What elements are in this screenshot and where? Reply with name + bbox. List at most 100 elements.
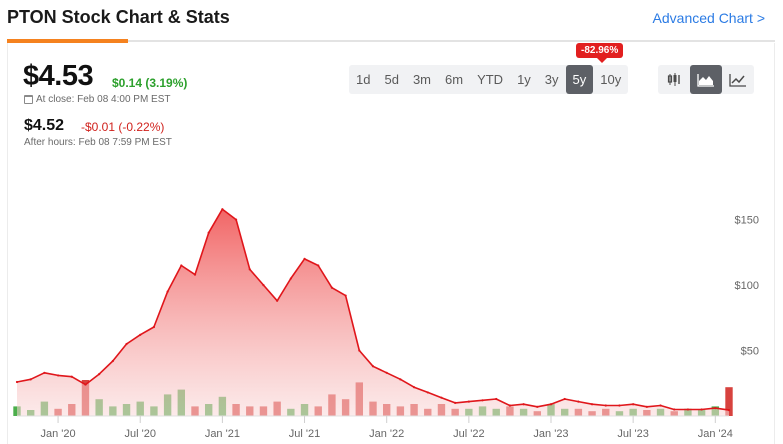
range-1y[interactable]: 1y: [517, 72, 531, 87]
x-tick-label: Jan '20: [41, 428, 76, 440]
price-point: [221, 208, 224, 211]
candlestick-chart-button[interactable]: [658, 65, 690, 94]
x-tick-label: Jan '24: [698, 428, 733, 440]
price-point: [330, 286, 334, 289]
price-point: [70, 375, 73, 378]
performance-badge: -82.96%: [576, 43, 624, 58]
close-time-label: At close: Feb 08 4:00 PM EST: [36, 94, 171, 105]
price-point: [577, 400, 580, 403]
price-area: [17, 209, 729, 416]
price-point: [125, 342, 128, 346]
x-tick-label: Jul '21: [289, 428, 320, 440]
y-tick-label: $100: [735, 280, 759, 292]
price-point: [385, 371, 388, 374]
range-ytd[interactable]: YTD: [477, 72, 504, 87]
line-chart-icon: [729, 73, 746, 87]
price-point: [727, 409, 731, 412]
range-10y[interactable]: 10y: [600, 72, 622, 87]
price-point: [358, 349, 361, 352]
x-tick-label: Jul '20: [125, 428, 156, 440]
price-point: [536, 405, 539, 408]
x-tick-label: Jan '23: [533, 428, 568, 440]
price-point: [549, 403, 553, 406]
price-point: [43, 371, 46, 374]
price-point: [303, 257, 306, 261]
price-point: [98, 373, 101, 376]
price-change: $0.14 (3.19%): [112, 76, 188, 90]
price-point: [262, 283, 265, 287]
price-point: [15, 380, 19, 384]
page-title: PTON Stock Chart & Stats: [7, 7, 230, 27]
price-point: [317, 264, 320, 267]
header: PTON Stock Chart & Stats Advanced Chart …: [0, 0, 783, 40]
range-selector: 1d 5d 3m 6m YTD 1y 3y 5y 10y: [349, 65, 629, 94]
price-point: [700, 408, 703, 411]
chart-card: [7, 43, 775, 444]
price-point: [371, 365, 375, 368]
x-tick-label: Jan '21: [205, 428, 240, 440]
price-point: [604, 404, 607, 407]
close-time-row: At close: Feb 08 4:00 PM EST: [24, 94, 171, 105]
price-point: [645, 405, 648, 408]
last-price: $4.53: [23, 60, 94, 92]
after-hours-price: $4.52: [24, 117, 65, 134]
chart-type-selector: [658, 65, 754, 94]
price-point: [166, 290, 169, 293]
price-chart[interactable]: $150 $100 $50 Jan '20 Jul '20 Jan '21 Jul '21…: [7, 150, 775, 444]
price-point: [289, 277, 292, 280]
price-point: [618, 404, 621, 407]
header-accent-bar: [7, 39, 128, 43]
price-point: [207, 231, 210, 234]
price-chart-svg: $150 $100 $50 Jan '20 Jul '20 Jan '21 Jul '21…: [13, 208, 759, 440]
range-1d[interactable]: 1d: [356, 72, 371, 87]
range-6m[interactable]: 6m: [445, 72, 464, 87]
y-tick-label: $50: [741, 346, 759, 358]
candlestick-icon: [667, 73, 680, 86]
price-point: [180, 264, 183, 267]
price-point: [563, 397, 566, 401]
price-point: [276, 299, 279, 302]
advanced-chart-link[interactable]: Advanced Chart >: [652, 10, 765, 26]
x-tick-label: Jul '22: [453, 428, 484, 440]
price-point: [454, 401, 457, 405]
range-3m[interactable]: 3m: [412, 72, 431, 87]
price-point: [111, 359, 114, 363]
x-tick-label: Jan '22: [369, 428, 404, 440]
price-point: [344, 294, 347, 297]
price-point: [234, 218, 238, 221]
x-tick-label: Jul '23: [617, 428, 648, 440]
price-point: [590, 403, 594, 406]
price-point: [248, 268, 251, 271]
volume-bar: [725, 387, 733, 416]
performance-badge-pointer: [597, 58, 607, 63]
price-point: [84, 383, 87, 386]
price-point: [714, 407, 717, 410]
price-point: [467, 400, 470, 403]
price-point: [686, 408, 690, 411]
calendar-icon: [24, 95, 33, 104]
price-point: [632, 403, 635, 406]
price-point: [522, 403, 525, 406]
header-divider: [7, 40, 775, 42]
range-5y[interactable]: 5y: [565, 65, 594, 94]
price-point: [426, 391, 429, 394]
price-point: [56, 374, 60, 377]
line-chart-button[interactable]: [722, 65, 754, 94]
price-point: [440, 396, 443, 399]
price-point: [412, 386, 416, 389]
price-point: [508, 404, 512, 407]
price-point: [399, 378, 402, 381]
range-5d[interactable]: 5d: [384, 72, 399, 87]
area-chart-icon: [697, 73, 714, 87]
price-point: [193, 273, 197, 276]
price-point: [139, 333, 142, 336]
price-point: [495, 397, 498, 401]
area-chart-button[interactable]: [690, 65, 722, 94]
price-point: [673, 408, 676, 411]
range-3y[interactable]: 3y: [544, 72, 559, 87]
price-point: [152, 325, 156, 329]
price-point: [29, 378, 32, 381]
price-point: [659, 404, 662, 407]
after-hours-label: After hours: Feb 08 7:59 PM EST: [24, 137, 172, 148]
price-point: [481, 399, 484, 402]
